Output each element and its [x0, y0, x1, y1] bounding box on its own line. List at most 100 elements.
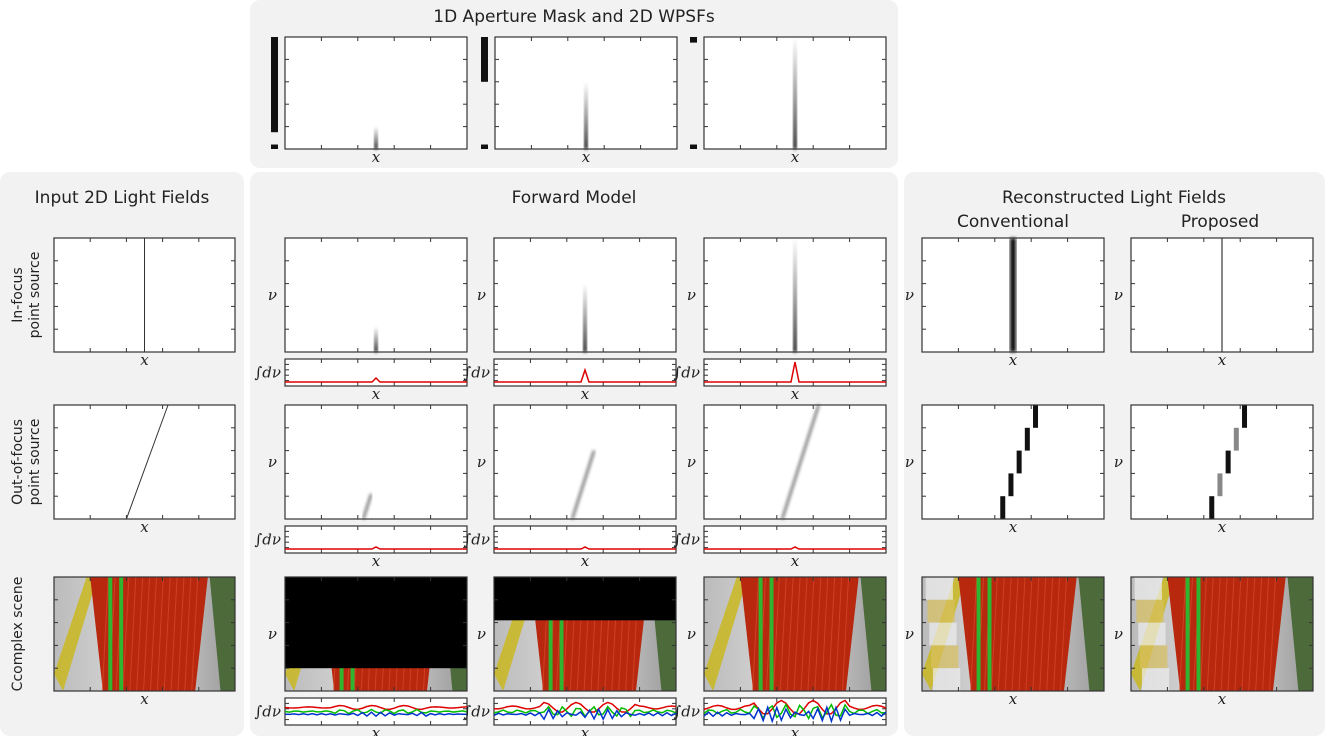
- recon-block: [1136, 600, 1163, 623]
- integral-label: ∫dν: [254, 703, 281, 721]
- recon-step: [1209, 496, 1214, 519]
- y-axis-label: ν: [477, 453, 486, 471]
- integral-label: ∫dν: [254, 364, 281, 382]
- plot-bg: [704, 405, 886, 519]
- panel-title: Input 2D Light Fields: [35, 188, 210, 208]
- aperture-bar: [271, 145, 278, 149]
- scene-green: [770, 577, 774, 691]
- scene-green: [977, 577, 981, 691]
- plot-bg: [54, 405, 235, 519]
- y-axis-label: ν: [477, 286, 486, 304]
- x-axis-label: x: [1218, 518, 1227, 536]
- y-axis-label: ν: [1114, 286, 1123, 304]
- x-axis-label: x: [372, 385, 381, 403]
- plot-bg: [285, 405, 467, 519]
- scene-green: [1186, 577, 1190, 691]
- y-axis-label: ν: [687, 453, 696, 471]
- recon-step: [1025, 428, 1030, 451]
- aperture-bar: [481, 145, 488, 149]
- recon-block: [931, 645, 958, 668]
- mask-black: [494, 577, 676, 620]
- plot-bg: [494, 405, 676, 519]
- recon-line: [1010, 238, 1016, 352]
- recon-step: [1242, 405, 1247, 428]
- row-label: Out-of-focus: [10, 419, 26, 505]
- x-axis-label: x: [372, 552, 381, 570]
- x-axis-label: x: [1218, 690, 1227, 708]
- mask-black: [285, 577, 467, 668]
- y-axis-label: ν: [268, 625, 277, 643]
- wpsf: [584, 82, 588, 149]
- y-axis-label: ν: [268, 453, 277, 471]
- recon-block: [929, 623, 956, 646]
- recon-block: [926, 577, 953, 600]
- x-axis-label: x: [372, 148, 381, 166]
- y-axis-label: ν: [687, 625, 696, 643]
- recon-block: [1135, 577, 1162, 600]
- row-label: point source: [27, 252, 43, 339]
- y-axis-label: ν: [1114, 625, 1123, 643]
- scene-green: [119, 577, 123, 691]
- x-axis-label: x: [581, 552, 590, 570]
- recon-step: [1000, 496, 1005, 519]
- row-label: point source: [27, 419, 43, 506]
- panel-title: Reconstructed Light Fields: [1002, 188, 1226, 208]
- aperture-bar: [690, 145, 697, 149]
- y-axis-label: ν: [905, 625, 914, 643]
- y-axis-label: ν: [905, 453, 914, 471]
- y-axis-label: ν: [905, 286, 914, 304]
- x-axis-label: x: [582, 148, 591, 166]
- x-axis-label: x: [791, 148, 800, 166]
- integral-label: ∫dν: [673, 703, 700, 721]
- x-axis-label: x: [581, 724, 590, 736]
- wpsf: [374, 327, 378, 352]
- recon-step: [1017, 451, 1022, 474]
- recon-block: [1142, 668, 1169, 691]
- figure: 1D Aperture Mask and 2D WPSFs Input 2D L…: [0, 0, 1325, 736]
- recon-step: [1234, 428, 1239, 451]
- integral-label: ∫dν: [673, 364, 700, 382]
- recon-block: [1140, 645, 1167, 668]
- recon-block: [1138, 623, 1165, 646]
- x-axis-label: x: [791, 385, 800, 403]
- wpsf: [374, 127, 378, 149]
- x-axis-label: x: [581, 385, 590, 403]
- x-axis-label: x: [1009, 690, 1018, 708]
- x-axis-label: x: [140, 690, 149, 708]
- row-label: In-focus: [10, 267, 26, 322]
- aperture-bar: [481, 37, 488, 82]
- recon-step: [1008, 473, 1013, 496]
- panel-title: 1D Aperture Mask and 2D WPSFs: [433, 7, 715, 27]
- scene-green: [759, 577, 763, 691]
- wpsf: [583, 284, 587, 352]
- wpsf: [793, 238, 797, 352]
- recon-line: [1222, 238, 1223, 352]
- integral-label: ∫dν: [254, 531, 281, 549]
- y-axis-label: ν: [687, 286, 696, 304]
- x-axis-label: x: [140, 518, 149, 536]
- plot-bg: [1131, 405, 1313, 519]
- integral-label: ∫dν: [463, 364, 490, 382]
- recon-step: [1217, 473, 1222, 496]
- plot-bg: [922, 405, 1104, 519]
- recon-block: [927, 600, 954, 623]
- x-axis-label: x: [1218, 351, 1227, 369]
- column-title: Proposed: [1181, 212, 1259, 232]
- x-axis-label: x: [372, 724, 381, 736]
- wpsf: [793, 37, 797, 149]
- scene-green: [988, 577, 992, 691]
- x-axis-label: x: [140, 351, 149, 369]
- aperture-bar: [271, 37, 278, 132]
- y-axis-label: ν: [268, 286, 277, 304]
- scene-green: [108, 577, 112, 691]
- recon-step: [1033, 405, 1038, 428]
- x-axis-label: x: [1009, 518, 1018, 536]
- aperture-bar: [690, 37, 697, 43]
- x-axis-label: x: [1009, 351, 1018, 369]
- recon-step: [1226, 451, 1231, 474]
- column-title: Conventional: [957, 212, 1069, 232]
- panel-title: Forward Model: [512, 188, 637, 208]
- integral-label: ∫dν: [463, 531, 490, 549]
- x-axis-label: x: [791, 724, 800, 736]
- row-label: Ccomplex scene: [10, 577, 26, 692]
